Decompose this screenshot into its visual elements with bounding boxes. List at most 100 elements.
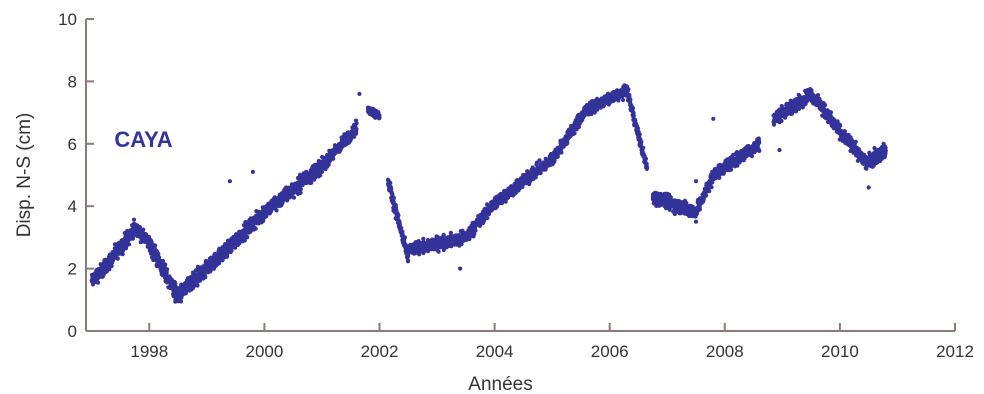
data-point [717, 175, 722, 180]
data-point [626, 87, 631, 92]
y-tick-label: 2 [68, 260, 77, 279]
data-point [853, 139, 858, 144]
data-point [458, 266, 463, 271]
data-point [298, 187, 303, 192]
data-point [127, 242, 132, 247]
data-point [137, 225, 142, 230]
data-point [559, 150, 564, 155]
data-point [109, 263, 114, 269]
data-points [89, 83, 888, 304]
data-point [354, 127, 359, 132]
data-point [815, 93, 821, 98]
data-point [405, 259, 411, 264]
data-point [309, 180, 314, 185]
data-point [107, 267, 112, 272]
data-point [165, 267, 170, 272]
y-axis-title: Disp. N-S (cm) [14, 113, 35, 238]
axes [85, 18, 956, 332]
data-point [697, 207, 703, 212]
data-point [707, 189, 712, 194]
data-point [645, 165, 650, 170]
x-tick-label: 2004 [476, 342, 514, 361]
data-point [388, 180, 393, 186]
data-point [639, 140, 644, 145]
data-point [131, 217, 137, 222]
data-point [641, 145, 646, 150]
data-point [711, 116, 716, 121]
data-point [141, 227, 146, 232]
x-tick-label: 2012 [936, 342, 974, 361]
data-point [391, 195, 396, 200]
data-point [354, 121, 359, 126]
data-point [318, 173, 323, 178]
data-point [203, 275, 208, 280]
data-point [643, 156, 649, 161]
data-point [156, 255, 162, 260]
data-point [749, 154, 755, 159]
data-point [485, 215, 490, 221]
data-point [473, 228, 478, 233]
data-point [250, 169, 255, 174]
data-point [400, 232, 405, 237]
data-point [828, 110, 834, 115]
data-point [757, 140, 762, 145]
data-point [229, 248, 234, 253]
x-tick-label: 2002 [361, 342, 399, 361]
data-point [883, 145, 888, 150]
data-point [637, 132, 642, 137]
data-point [153, 243, 158, 248]
data-point [565, 141, 570, 146]
data-point [274, 208, 279, 213]
data-point [838, 123, 843, 128]
x-tick-label: 2008 [706, 342, 744, 361]
data-point [635, 126, 641, 131]
station-label: CAYA [114, 127, 172, 152]
data-point [630, 106, 636, 111]
data-point [357, 91, 362, 96]
data-point [115, 256, 120, 261]
x-tick-label: 2006 [591, 342, 629, 361]
data-point [628, 97, 633, 102]
data-point [95, 280, 101, 285]
x-axis-title: Années [468, 374, 532, 394]
y-tick-label: 6 [68, 135, 77, 154]
y-tick-label: 8 [68, 72, 77, 91]
data-point [178, 299, 184, 304]
x-tick-label: 2000 [245, 342, 283, 361]
data-point [402, 235, 407, 240]
data-point [397, 222, 402, 227]
data-point [217, 261, 222, 266]
data-point [421, 236, 426, 241]
data-point [261, 218, 266, 223]
data-point [120, 252, 125, 257]
y-tick-label: 4 [68, 197, 77, 216]
data-point [709, 185, 714, 190]
data-point [779, 118, 784, 123]
data-point [319, 169, 325, 174]
data-point [693, 179, 699, 184]
data-point [693, 219, 699, 224]
data-point [195, 283, 200, 288]
data-point [631, 113, 636, 118]
data-point [823, 102, 828, 108]
data-point [416, 239, 421, 244]
data-point [253, 226, 258, 231]
data-point [245, 235, 250, 240]
y-tick-label: 10 [58, 10, 77, 29]
data-point [224, 254, 230, 259]
y-tick-label: 0 [68, 322, 77, 341]
data-point [389, 186, 394, 191]
data-point [291, 195, 297, 200]
data-point [377, 113, 382, 118]
data-point [160, 259, 166, 264]
data-point [352, 134, 357, 139]
data-point [757, 148, 762, 153]
data-point [552, 159, 557, 164]
data-point [436, 249, 441, 254]
data-point [406, 254, 411, 259]
data-point [130, 235, 136, 240]
data-point [163, 262, 168, 267]
data-point [298, 190, 303, 195]
x-tick-label: 1998 [130, 342, 168, 361]
